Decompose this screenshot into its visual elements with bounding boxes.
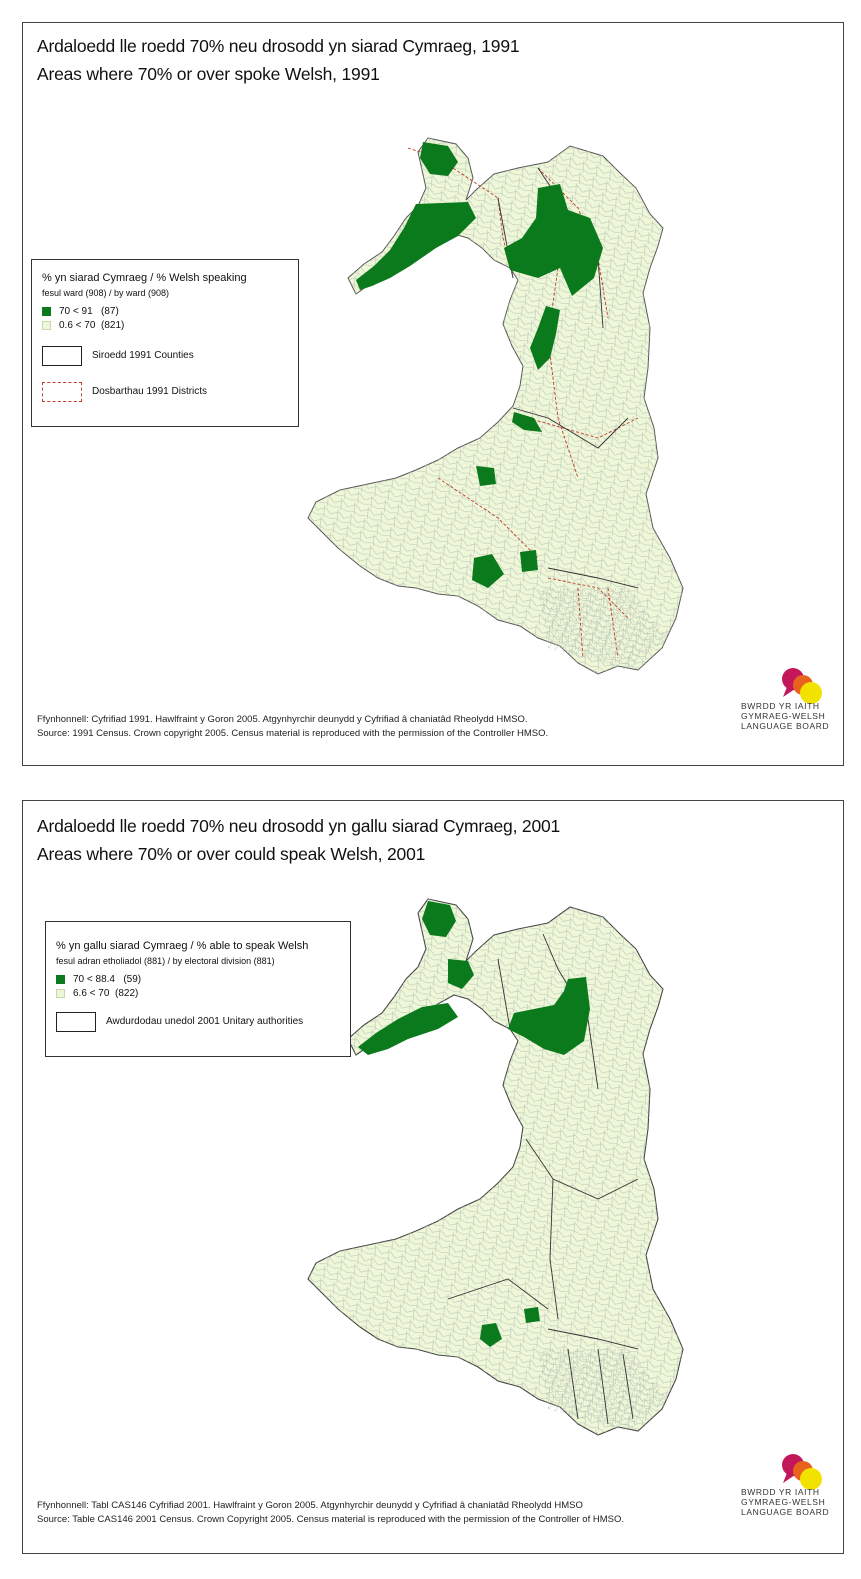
legend-1991: % yn siarad Cymraeg / % Welsh speaking f… bbox=[31, 259, 299, 427]
high-welsh-area-lleyn bbox=[358, 1003, 458, 1055]
source-welsh-2001: Ffynhonnell: Tabl CAS146 Cyfrifiad 2001.… bbox=[37, 1500, 583, 1511]
high-welsh-area-anglesey bbox=[420, 142, 458, 176]
map-panel-2001: Ardaloedd lle roedd 70% neu drosodd yn g… bbox=[22, 800, 844, 1554]
source-english-2001: Source: Table CAS146 2001 Census. Crown … bbox=[37, 1514, 625, 1525]
district-boundaries bbox=[407, 147, 639, 659]
high-welsh-area-north-east bbox=[504, 184, 603, 296]
high-welsh-area-central bbox=[530, 306, 560, 370]
high-welsh-area-carmarthen bbox=[480, 1323, 502, 1347]
map-title-welsh-1991: Ardaloedd lle roedd 70% neu drosodd yn s… bbox=[37, 36, 520, 56]
high-welsh-area-ceredigion bbox=[512, 412, 542, 432]
source-welsh-1991: Ffynhonnell: Cyfrifiad 1991. Hawlfraint … bbox=[37, 714, 528, 725]
legend-range-low-2001: 6.6 < 70 bbox=[73, 988, 110, 999]
logo-line-1: BWRDD YR IAITH bbox=[741, 701, 820, 711]
legend-class-high-2001: 70 < 88.4 (59) bbox=[56, 974, 141, 986]
high-welsh-area-gwendraeth bbox=[520, 550, 538, 572]
high-welsh-area-carmarthen bbox=[472, 554, 504, 588]
legend-count-low-1991: (821) bbox=[100, 320, 125, 331]
legend-symbol-unitary-authorities bbox=[56, 1012, 96, 1032]
logo-speech-bubbles-icon bbox=[782, 1454, 822, 1490]
legend-count-high-1991: (87) bbox=[101, 306, 119, 317]
map-title-welsh-2001: Ardaloedd lle roedd 70% neu drosodd yn g… bbox=[37, 816, 561, 836]
legend-range-high-2001: 70 < 88.4 bbox=[73, 974, 115, 985]
map-panel-1991: Ardaloedd lle roedd 70% neu drosodd yn s… bbox=[22, 22, 844, 766]
high-welsh-area-penllyn bbox=[508, 977, 590, 1055]
legend-count-low-2001: (822) bbox=[114, 988, 139, 999]
wales-map-1991 bbox=[307, 137, 684, 675]
legend-2001: % yn gallu siarad Cymraeg / % able to sp… bbox=[45, 921, 351, 1057]
legend-label-districts: Dosbarthau 1991 Districts bbox=[92, 386, 208, 397]
legend-swatch-high bbox=[56, 974, 65, 984]
source-english-1991: Source: 1991 Census. Crown copyright 200… bbox=[37, 728, 549, 739]
high-welsh-area-ceredigion-south bbox=[476, 466, 496, 486]
legend-label-counties: Siroedd 1991 Counties bbox=[92, 350, 194, 361]
legend-count-high-2001: (59) bbox=[123, 974, 142, 985]
logo-text: BWRDD YR IAITH GYMRAEG-WELSH LANGUAGE BO… bbox=[741, 701, 829, 731]
legend-range-high-1991: 70 < 91 bbox=[59, 306, 93, 317]
high-welsh-area-gwendraeth bbox=[524, 1307, 540, 1323]
legend-subtitle-2001: fesul adran etholiadol (881) / by electo… bbox=[56, 956, 275, 966]
legend-title-2001: % yn gallu siarad Cymraeg / % able to sp… bbox=[56, 940, 309, 952]
welsh-language-board-logo: BWRDD YR IAITH GYMRAEG-WELSH LANGUAGE BO… bbox=[733, 1451, 833, 1531]
high-welsh-area-arfon bbox=[448, 959, 474, 989]
legend-title-1991: % yn siarad Cymraeg / % Welsh speaking bbox=[42, 272, 247, 284]
wales-map-2001 bbox=[307, 898, 684, 1436]
logo-line-2: GYMRAEG-WELSH bbox=[741, 1497, 826, 1507]
legend-symbol-districts bbox=[42, 382, 82, 402]
legend-class-low-2001: 6.6 < 70 (822) bbox=[56, 988, 138, 1000]
logo-text: BWRDD YR IAITH GYMRAEG-WELSH LANGUAGE BO… bbox=[741, 1487, 829, 1517]
legend-symbol-counties bbox=[42, 346, 82, 366]
legend-swatch-low bbox=[42, 320, 51, 330]
legend-range-low-1991: 0.6 < 70 bbox=[59, 320, 96, 331]
legend-swatch-high bbox=[42, 306, 51, 316]
map-title-english-2001: Areas where 70% or over could speak Wels… bbox=[37, 844, 426, 864]
logo-line-3: LANGUAGE BOARD bbox=[741, 721, 830, 731]
welsh-language-board-logo: BWRDD YR IAITH GYMRAEG-WELSH LANGUAGE BO… bbox=[733, 665, 833, 745]
map-title-english-1991: Areas where 70% or over spoke Welsh, 199… bbox=[37, 64, 380, 84]
legend-label-unitary-authorities: Awdurdodau unedol 2001 Unitary authoriti… bbox=[106, 1016, 304, 1027]
high-welsh-area-gwynedd bbox=[356, 202, 476, 290]
logo-line-2: GYMRAEG-WELSH bbox=[741, 711, 826, 721]
legend-class-low-1991: 0.6 < 70 (821) bbox=[42, 320, 124, 332]
legend-class-high-1991: 70 < 91 (87) bbox=[42, 306, 119, 318]
logo-line-1: BWRDD YR IAITH bbox=[741, 1487, 820, 1497]
logo-speech-bubbles-icon bbox=[782, 668, 822, 704]
high-welsh-area-anglesey bbox=[422, 901, 456, 937]
legend-subtitle-1991: fesul ward (908) / by ward (908) bbox=[42, 288, 170, 298]
dense-wards-southeast bbox=[538, 588, 668, 670]
logo-line-3: LANGUAGE BOARD bbox=[741, 1507, 830, 1517]
legend-swatch-low bbox=[56, 988, 65, 998]
